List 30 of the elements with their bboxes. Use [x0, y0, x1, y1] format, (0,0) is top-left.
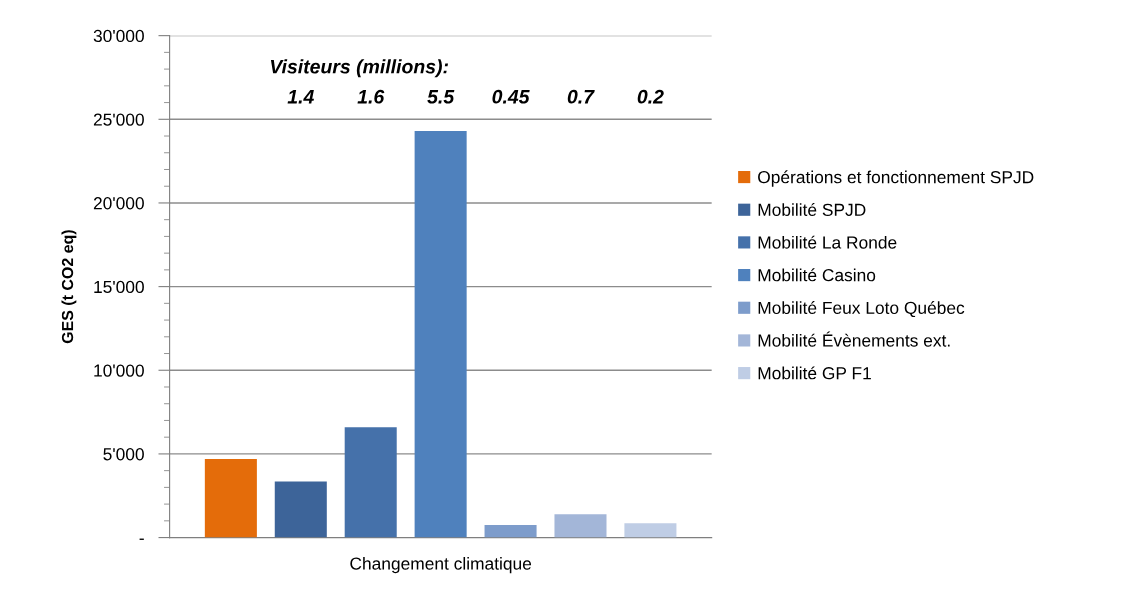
y-tick-label: 30'000	[93, 29, 144, 43]
legend-label: Mobilité Casino	[758, 268, 876, 282]
legend-label: Mobilité SPJD	[758, 203, 866, 216]
annotation: Visiteurs (millions):	[270, 59, 449, 78]
legend-label: Mobilité Feux Loto Québec	[758, 301, 965, 318]
y-tick-label: -	[139, 538, 144, 540]
legend-label: Opérations et fonctionnement SPJD	[758, 170, 1034, 187]
bar	[204, 458, 257, 538]
annotation: 0.7	[567, 89, 595, 104]
bar	[274, 481, 327, 538]
bar	[554, 514, 607, 538]
bar	[414, 131, 467, 538]
y-tick-label: 20'000	[93, 197, 144, 210]
annotation: 0.45	[492, 89, 530, 104]
legend-label: Mobilité GP F1	[758, 366, 871, 380]
x-tick-label: Changement climatique	[350, 557, 532, 574]
annotation: 1.6	[357, 89, 385, 104]
y-tick-label: 15'000	[94, 280, 144, 294]
annotation: 0.2	[637, 89, 664, 104]
annotation: 1.4	[287, 90, 314, 104]
y-tick-label: 25'000	[93, 113, 144, 126]
bar	[344, 427, 397, 538]
y-axis-title: GES (t CO2 eq)	[61, 230, 77, 344]
bar	[484, 525, 537, 538]
legend-label: Mobilité Évènements ext.	[758, 331, 950, 347]
y-tick-label: 5'000	[103, 448, 144, 461]
y-tick-label: 10'000	[94, 364, 144, 377]
annotation: 5.5	[427, 90, 455, 104]
bar	[624, 523, 677, 538]
legend-label: Mobilité La Ronde	[758, 235, 897, 249]
